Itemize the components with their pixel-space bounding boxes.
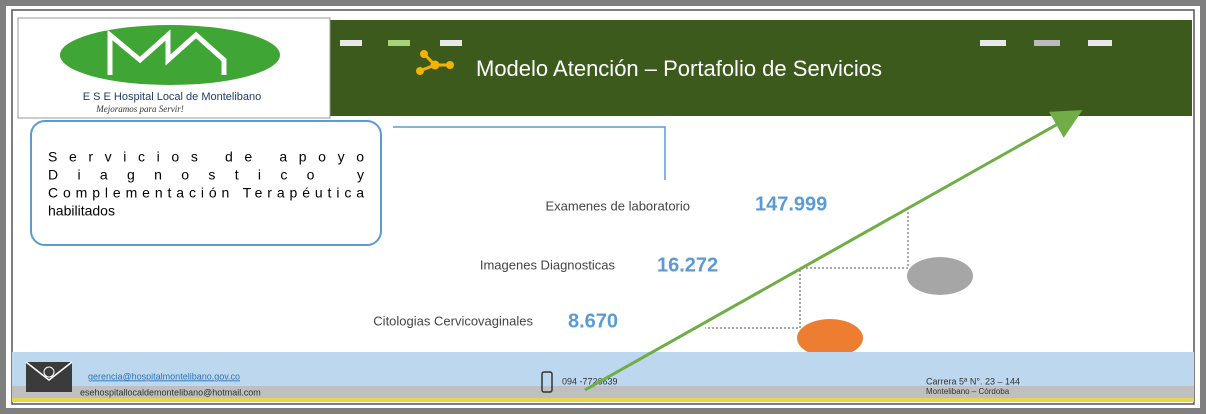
logo-mark — [107, 29, 227, 75]
email-2: esehospitallocaldemontelibano@hotmail.co… — [80, 387, 261, 397]
connector — [393, 126, 666, 180]
inner-border — [11, 9, 1195, 405]
mail-icon — [25, 361, 73, 392]
footer-yellow — [12, 398, 1194, 402]
footer-gray — [12, 386, 1194, 398]
dotted-guides — [705, 212, 909, 329]
phone: 094 -7726639 — [562, 376, 618, 386]
phone-icon — [541, 371, 553, 393]
city: Montelibano – Córdoba — [926, 387, 1010, 396]
email-1[interactable]: gerencia@hospitalmontelibano.gov.co — [88, 371, 240, 381]
address: Carrera 5ª N°. 23 – 144 — [926, 376, 1020, 386]
info-box — [30, 120, 382, 246]
item-value: 16.272 — [657, 254, 718, 276]
gray-circle — [907, 257, 973, 295]
growth-arrow — [584, 110, 1083, 392]
item-label: Citologias Cervicovaginales — [373, 313, 533, 328]
box-line: habilitados — [48, 203, 115, 219]
item-label: Imagenes Diagnosticas — [480, 257, 616, 272]
logo-slogan: Mejoramos para Servir! — [95, 104, 184, 114]
logo-name: E S E Hospital Local de Montelibano — [83, 91, 262, 103]
orange-circle — [797, 319, 863, 357]
item-value: 147.999 — [755, 193, 827, 215]
header-title: Modelo Atención – Portafolio de Servicio… — [476, 56, 882, 81]
header-icon — [416, 50, 454, 75]
header-dashes — [340, 40, 1112, 46]
item-label: Examenes de laboratorio — [545, 198, 690, 213]
item-value: 8.670 — [568, 310, 618, 332]
header-band — [330, 20, 1192, 116]
